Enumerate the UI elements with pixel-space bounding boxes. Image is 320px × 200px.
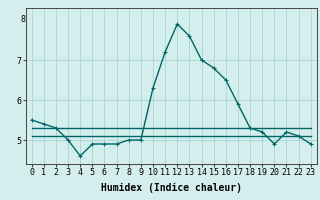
X-axis label: Humidex (Indice chaleur): Humidex (Indice chaleur) [101, 183, 242, 193]
Text: 8: 8 [20, 16, 26, 24]
